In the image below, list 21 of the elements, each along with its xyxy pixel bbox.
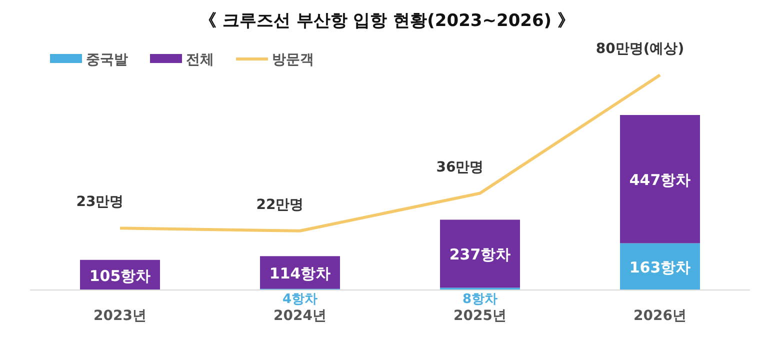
data-label: 105항차 <box>89 266 151 285</box>
legend-label: 방문객 <box>272 52 314 68</box>
data-label: 36만명 <box>436 159 484 176</box>
data-label: 114항차 <box>269 264 331 282</box>
data-label: 163항차 <box>629 258 691 277</box>
data-label: 80만명(예상) <box>596 41 684 57</box>
chart-title: 《 크루즈선 부산항 입항 현황(2023~2026) 》 <box>199 11 575 31</box>
x-tick-label: 2023년 <box>94 308 146 324</box>
legend-label: 전체 <box>186 52 214 68</box>
data-label: 23만명 <box>76 194 124 210</box>
x-tick-label: 2024년 <box>274 308 326 324</box>
data-label: 8항차 <box>462 292 498 307</box>
data-label: 447항차 <box>629 171 691 190</box>
bar <box>440 220 520 288</box>
bar <box>620 115 700 244</box>
data-label: 237항차 <box>449 246 511 264</box>
x-tick-label: 2025년 <box>454 308 506 324</box>
legend-label: 중국발 <box>86 52 128 68</box>
data-label: 4항차 <box>282 292 318 307</box>
x-tick-label: 2026년 <box>634 308 686 324</box>
data-label: 22만명 <box>256 196 304 213</box>
